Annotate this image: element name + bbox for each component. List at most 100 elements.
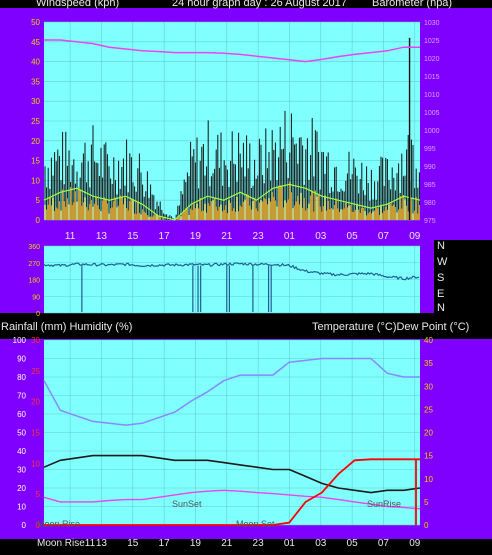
humidity-tick-label: 100 (13, 336, 27, 345)
time-tick-label: 11 (65, 231, 76, 242)
wind-tick-label: 25 (31, 117, 40, 126)
humidity-tick-label: 40 (17, 447, 26, 456)
windspeed-axis-title: Windspeed (kph) (36, 0, 120, 9)
barometer-tick-label: 1000 (424, 128, 440, 135)
time-tick-label: 13 (96, 231, 108, 242)
compass-label-n-bottom: N (437, 302, 445, 314)
barometer-tick-label: 1005 (424, 110, 440, 117)
time-tick-label: 01 (284, 538, 296, 549)
time-tick-label: 21 (221, 231, 233, 242)
temperature-tick-label: 10 (424, 475, 433, 484)
wind-tick-label: 0 (36, 216, 41, 225)
wind-tick-label: 20 (31, 137, 40, 146)
time-tick-label: 07 (378, 538, 390, 549)
humidity-tick-label: 50 (17, 429, 26, 438)
temperature-axis-title: Temperature (°C)Dew Point (°C) (312, 321, 470, 333)
direction-tick-label: 360 (28, 244, 40, 251)
temperature-tick-label: 15 (424, 452, 433, 461)
direction-tick-label: 180 (28, 278, 40, 285)
temperature-tick-label: 20 (424, 429, 433, 438)
compass-label-w: W (437, 256, 448, 268)
wind-tick-label: 15 (31, 157, 40, 166)
time-tick-label: 05 (347, 231, 359, 242)
rain-tick-label: 5 (36, 490, 41, 499)
barometer-tick-label: 995 (424, 146, 436, 153)
direction-tick-label: 90 (32, 294, 40, 301)
compass-label-e: E (437, 288, 445, 300)
humidity-tick-label: 80 (17, 373, 26, 382)
rain-tick-label: 25 (31, 367, 40, 376)
temperature-tick-label: 0 (424, 521, 429, 530)
sunrise-marker: SunRise (367, 499, 401, 509)
humidity-line (43, 357, 420, 426)
humidity-tick-label: 30 (17, 466, 26, 475)
wind-tick-label: 40 (31, 58, 40, 67)
moonrise-marker: Moon Rise (37, 519, 80, 529)
barometer-tick-label: 980 (424, 200, 436, 207)
rain-tick-label: 10 (31, 459, 40, 468)
time-tick-label: 19 (190, 538, 202, 549)
barometer-tick-label: 1015 (424, 74, 440, 81)
rain-tick-label: 20 (31, 398, 40, 407)
time-tick-label: 23 (253, 538, 265, 549)
temperature-tick-label: 40 (424, 336, 433, 345)
time-tick-label: 23 (253, 231, 265, 242)
time-tick-label: 03 (315, 231, 327, 242)
barometer-tick-label: 1020 (424, 56, 440, 63)
header-strip (0, 0, 492, 8)
barometer-line (44, 39, 420, 63)
wind-tick-label: 5 (36, 196, 41, 205)
wind-tick-label: 10 (31, 176, 40, 185)
direction-tick-label: 270 (28, 261, 40, 268)
time-tick-label: 09 (409, 538, 421, 549)
sunset-marker: SunSet (172, 499, 202, 509)
temperature-line (43, 454, 421, 494)
temperature-tick-label: 25 (424, 405, 433, 414)
wind-direction-line (43, 262, 420, 281)
compass-label-n-top: N (437, 240, 445, 252)
humidity-tick-label: 0 (22, 521, 27, 530)
barometer-tick-label: 1025 (424, 38, 440, 45)
time-tick-label: 21 (221, 538, 233, 549)
time-tick-label: 05 (347, 538, 359, 549)
moonset-marker: Moon Set (236, 519, 275, 529)
humidity-tick-label: 10 (17, 503, 26, 512)
barometer-tick-label: 1030 (424, 20, 440, 27)
time-tick-label: 17 (159, 231, 171, 242)
humidity-tick-label: 70 (17, 392, 26, 401)
barometer-tick-label: 990 (424, 164, 436, 171)
wind-tick-label: 45 (31, 38, 40, 47)
temperature-tick-label: 30 (424, 382, 433, 391)
bottom-moonrise-label: Moon Rise11 (37, 538, 96, 549)
dewpoint-line (43, 489, 421, 510)
rain-tick-label: 15 (31, 429, 40, 438)
time-tick-label: 19 (190, 231, 202, 242)
wind-tick-label: 35 (31, 77, 40, 86)
compass-label-s: S (437, 272, 445, 284)
humidity-tick-label: 90 (17, 355, 26, 364)
rain-tick-label: 0 (36, 521, 41, 530)
rain-tick-label: 30 (31, 336, 40, 345)
time-tick-label: 09 (409, 231, 421, 242)
barometer-tick-label: 1010 (424, 92, 440, 99)
temperature-tick-label: 5 (424, 498, 429, 507)
time-tick-label: 17 (159, 538, 171, 549)
time-tick-label: 15 (127, 538, 139, 549)
time-tick-label: 03 (315, 538, 327, 549)
time-tick-label: 15 (127, 231, 139, 242)
time-tick-label: 13 (96, 538, 108, 549)
rainfall-line (44, 458, 420, 526)
footer-strip (0, 539, 492, 555)
humidity-tick-label: 20 (17, 484, 26, 493)
mid-strip (0, 313, 492, 339)
barometer-tick-label: 985 (424, 182, 436, 189)
direction-tick-label: 0 (36, 311, 40, 318)
humidity-tick-label: 60 (17, 410, 26, 419)
wind-tick-label: 30 (31, 97, 40, 106)
barometer-axis-title: Barometer (hpa) (372, 0, 453, 9)
temperature-tick-label: 35 (424, 359, 433, 368)
graph-date-title: 24 hour graph day : 26 August 2017 (172, 0, 347, 9)
rain-humidity-axis-title: Rainfall (mm) Humidity (%) (1, 321, 133, 333)
compass-strip (434, 240, 492, 314)
